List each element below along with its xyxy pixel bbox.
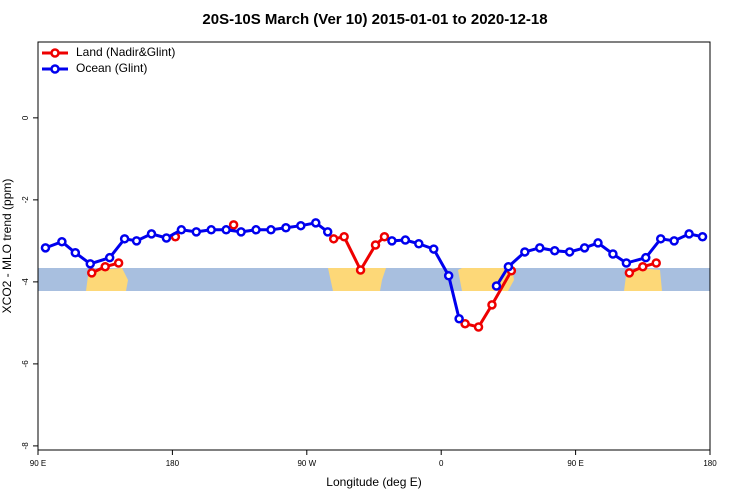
point xyxy=(119,234,130,244)
point xyxy=(621,258,632,268)
point xyxy=(355,265,366,275)
y-axis-label: XCO2 - MLO trend (ppm) xyxy=(0,179,14,314)
point xyxy=(339,232,349,242)
point xyxy=(655,234,666,244)
point xyxy=(104,252,115,263)
land-ocean-map xyxy=(38,268,710,291)
point xyxy=(428,244,439,254)
x-tick-label: 180 xyxy=(166,459,180,468)
point xyxy=(454,314,464,324)
point xyxy=(311,218,321,228)
y-tick-label: -2 xyxy=(21,196,30,204)
point xyxy=(57,236,67,247)
point xyxy=(460,318,470,329)
legend-label: Land (Nadir&Glint) xyxy=(76,45,175,59)
point xyxy=(370,240,381,250)
point xyxy=(146,229,157,239)
point xyxy=(85,259,96,269)
land-patch xyxy=(328,268,386,291)
point xyxy=(651,258,661,268)
point xyxy=(564,247,575,257)
point xyxy=(414,238,424,249)
legend-label: Ocean (Glint) xyxy=(76,61,147,75)
point xyxy=(549,245,560,256)
y-tick-label: -4 xyxy=(21,278,30,286)
point xyxy=(697,232,708,242)
point xyxy=(70,248,81,258)
point xyxy=(328,234,339,244)
x-tick-label: 0 xyxy=(439,459,444,468)
y-tick-label: -8 xyxy=(21,442,30,450)
point xyxy=(593,238,603,248)
point xyxy=(100,261,110,272)
point xyxy=(161,233,172,243)
x-axis-label: Longitude (deg E) xyxy=(326,475,421,489)
point xyxy=(535,243,545,253)
point xyxy=(641,252,651,263)
point xyxy=(266,225,276,235)
chart-title: 20S-10S March (Ver 10) 2015-01-01 to 202… xyxy=(202,11,547,28)
point xyxy=(491,281,502,291)
point xyxy=(228,220,239,230)
point xyxy=(379,232,390,242)
point xyxy=(176,225,187,235)
x-tick-label: 90 E xyxy=(30,459,46,468)
point xyxy=(236,227,246,237)
legend-marker xyxy=(50,64,60,74)
point xyxy=(40,243,51,253)
point xyxy=(400,235,411,245)
point xyxy=(579,243,590,253)
point xyxy=(684,229,694,239)
point xyxy=(387,236,397,246)
x-tick-label: 90 E xyxy=(567,459,583,468)
point xyxy=(669,236,679,246)
y-tick-label: 0 xyxy=(21,115,30,120)
land-patch xyxy=(86,268,128,291)
point xyxy=(473,322,484,332)
point xyxy=(520,247,530,257)
point xyxy=(251,225,261,235)
x-tick-label: 90 W xyxy=(297,459,316,468)
point xyxy=(221,225,231,235)
y-tick-label: -6 xyxy=(21,360,30,368)
point xyxy=(191,227,202,237)
point xyxy=(487,300,497,310)
x-tick-label: 180 xyxy=(703,459,717,468)
point xyxy=(281,223,291,233)
point xyxy=(322,227,333,237)
legend-marker xyxy=(50,48,60,58)
point xyxy=(443,270,454,281)
point xyxy=(503,261,514,272)
point xyxy=(638,261,648,272)
point xyxy=(131,236,142,246)
point xyxy=(206,225,216,235)
point xyxy=(624,268,635,278)
point xyxy=(87,268,97,278)
point xyxy=(608,249,618,259)
plot-frame xyxy=(37,41,711,451)
point xyxy=(296,220,306,231)
point xyxy=(113,258,124,268)
